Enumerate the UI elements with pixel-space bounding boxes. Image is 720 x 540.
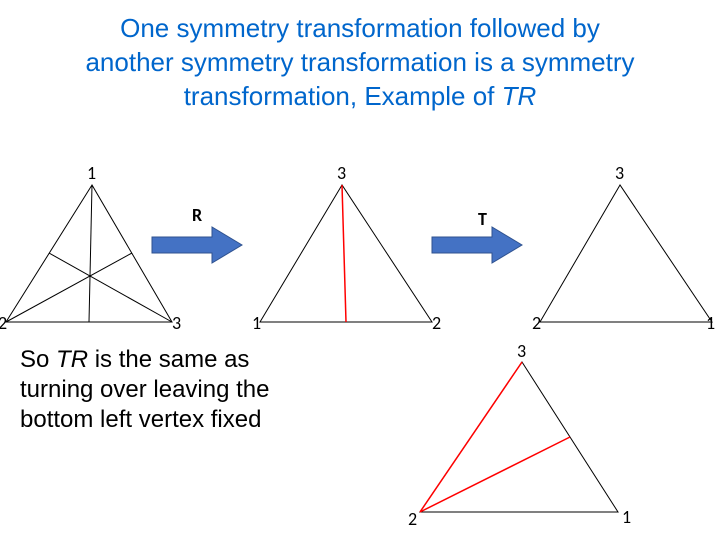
caption-tr: TR [56, 346, 88, 373]
t3-br: 1 [706, 312, 715, 334]
t2-top: 3 [337, 162, 346, 184]
t1-bl: 2 [0, 312, 7, 334]
triangle-3 [540, 185, 712, 322]
t3-top: 3 [615, 162, 624, 184]
caption-prefix: So [20, 346, 56, 373]
arrow-t [432, 227, 522, 263]
t4-top: 3 [517, 340, 526, 362]
triangle-1 [6, 185, 172, 322]
diagram-stage [0, 0, 720, 540]
t4-bl: 2 [408, 508, 417, 530]
arrow-r-label: R [192, 204, 202, 226]
t1-top: 1 [87, 162, 96, 184]
t2-bl: 1 [252, 312, 261, 334]
arrow-t-label: T [478, 208, 487, 230]
t4-br: 1 [622, 506, 631, 528]
arrow-r [152, 227, 242, 263]
triangle-4 [420, 362, 618, 512]
triangle-2 [260, 185, 432, 322]
t3-bl: 2 [532, 312, 541, 334]
t1-br: 3 [172, 312, 181, 334]
caption: So TR is the same as turning over leavin… [20, 345, 290, 435]
t2-br: 2 [432, 312, 441, 334]
